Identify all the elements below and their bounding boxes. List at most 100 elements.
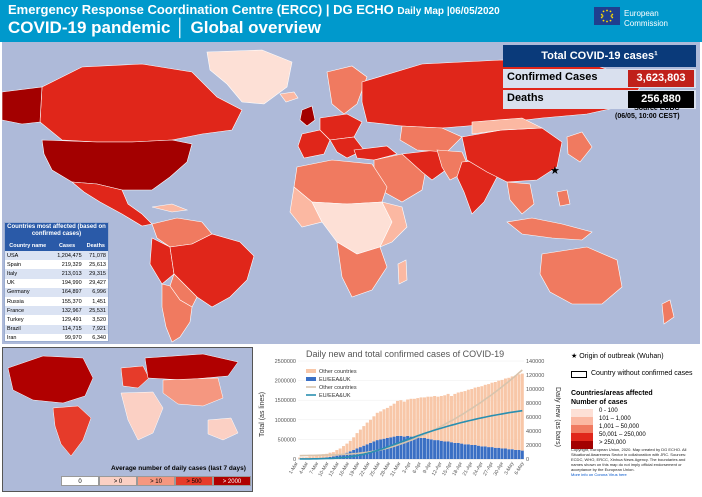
y-left-tick-label: 2000000 — [275, 379, 296, 385]
bar-other — [399, 400, 402, 436]
bar-other — [362, 426, 365, 446]
bar-other — [460, 392, 463, 444]
no-cases-swatch — [571, 371, 587, 378]
bar-eu — [423, 438, 426, 459]
bar-other — [379, 411, 382, 439]
bar-eu — [484, 446, 487, 459]
bar-other — [423, 397, 426, 438]
map-iceland — [280, 92, 298, 102]
table-cell: UK — [5, 279, 50, 288]
legend-title-cases: Number of cases — [571, 399, 627, 406]
table-cell: 3,520 — [84, 315, 108, 324]
inset-title: Average number of daily cases (last 7 da… — [111, 465, 246, 472]
eu-flag-icon — [594, 7, 620, 25]
table-cell: Turkey — [5, 315, 50, 324]
chart-legend-label: Other countries — [319, 369, 357, 375]
totals-title: Total COVID-19 cases¹ — [503, 45, 696, 67]
bar-other — [383, 409, 386, 438]
legend-title-affected: Countries/areas affected — [571, 390, 653, 397]
bar-other — [420, 397, 423, 438]
map-greenland — [207, 50, 292, 104]
inset-legend-item: > 500 — [175, 476, 213, 486]
bar-other — [413, 399, 416, 438]
bar-eu — [470, 445, 473, 459]
y-left-tick-label: 2500000 — [275, 359, 296, 365]
map-kazakhstan — [400, 126, 462, 152]
table-cell: Russia — [5, 297, 50, 306]
header-daily-map: Daily Map — [397, 6, 444, 17]
bar-other — [406, 400, 409, 436]
inset-north-america — [8, 356, 93, 403]
map-australia — [540, 247, 622, 304]
inset-legend-item: 0 — [61, 476, 99, 486]
legend-class-swatch — [571, 425, 593, 433]
bar-eu — [460, 444, 463, 459]
copyright-text: Copyright, European Union, 2020. Map cre… — [571, 447, 696, 477]
y-right-tick-label: 0 — [526, 457, 529, 463]
map-southeast-asia — [507, 182, 534, 214]
legend-class-swatch — [571, 409, 593, 417]
bar-other — [342, 446, 345, 454]
bar-other — [484, 385, 487, 447]
legend-class-label: 1,001 – 50,000 — [599, 424, 639, 430]
legend-class-label: 50,001 – 250,000 — [599, 432, 646, 438]
table-cell: 99,970 — [50, 334, 83, 343]
bar-other — [416, 398, 419, 437]
corona-info-link[interactable]: More info on Corona Virus here — [571, 472, 627, 477]
bar-eu — [507, 449, 510, 459]
map-north-africa — [294, 160, 387, 204]
y-left-tick-label: 1000000 — [275, 418, 296, 424]
inset-map-daily-average: Average number of daily cases (last 7 da… — [2, 347, 253, 492]
bar-other — [403, 402, 406, 437]
bar-other — [345, 444, 348, 453]
bar-eu — [416, 437, 419, 459]
x-tick-label: 3-Apr — [401, 461, 412, 475]
bar-other — [410, 399, 413, 437]
map-legend: ★ Origin of outbreak (Wuhan) Country wit… — [563, 347, 700, 492]
map-madagascar — [398, 260, 407, 284]
bar-other — [433, 396, 436, 440]
chart-legend-swatch — [306, 369, 316, 373]
page-title: COVID-19 pandemic │ Global overview — [8, 18, 321, 38]
bar-eu — [396, 436, 399, 459]
bar-eu — [474, 445, 477, 459]
y-left-tick-label: 500000 — [278, 437, 296, 443]
bar-other — [393, 404, 396, 437]
bar-other — [396, 401, 399, 436]
x-tick-label: 6-May — [514, 461, 526, 476]
x-tick-label: 31-Mar — [389, 461, 402, 478]
bar-eu — [349, 451, 352, 459]
inset-europe — [121, 366, 149, 388]
map-central-europe — [320, 114, 362, 140]
bar-eu — [517, 450, 520, 459]
bar-eu — [480, 446, 483, 459]
y-left-tick-label: 1500000 — [275, 398, 296, 404]
bar-eu — [433, 440, 436, 459]
deaths-label: Deaths — [507, 92, 544, 104]
map-scandinavia — [327, 66, 367, 114]
bar-eu — [450, 442, 453, 459]
inset-russia — [145, 354, 238, 380]
bar-eu — [393, 437, 396, 459]
x-tick-label: 30-Apr — [492, 461, 505, 477]
map-new-zealand — [662, 300, 674, 324]
bar-eu — [501, 449, 504, 460]
table-cell: 129,491 — [50, 315, 83, 324]
bar-other — [389, 406, 392, 438]
map-japan-korea — [567, 132, 592, 162]
table-cell: 6,340 — [84, 334, 108, 343]
bar-eu — [440, 441, 443, 459]
bar-eu — [426, 439, 429, 459]
header-date: |06/05/2020 — [444, 6, 500, 17]
y-right-tick-label: 140000 — [526, 359, 544, 365]
table-cell: Iran — [5, 334, 50, 343]
bar-other — [450, 396, 453, 442]
bar-eu — [413, 437, 416, 459]
bar-other — [521, 374, 524, 451]
